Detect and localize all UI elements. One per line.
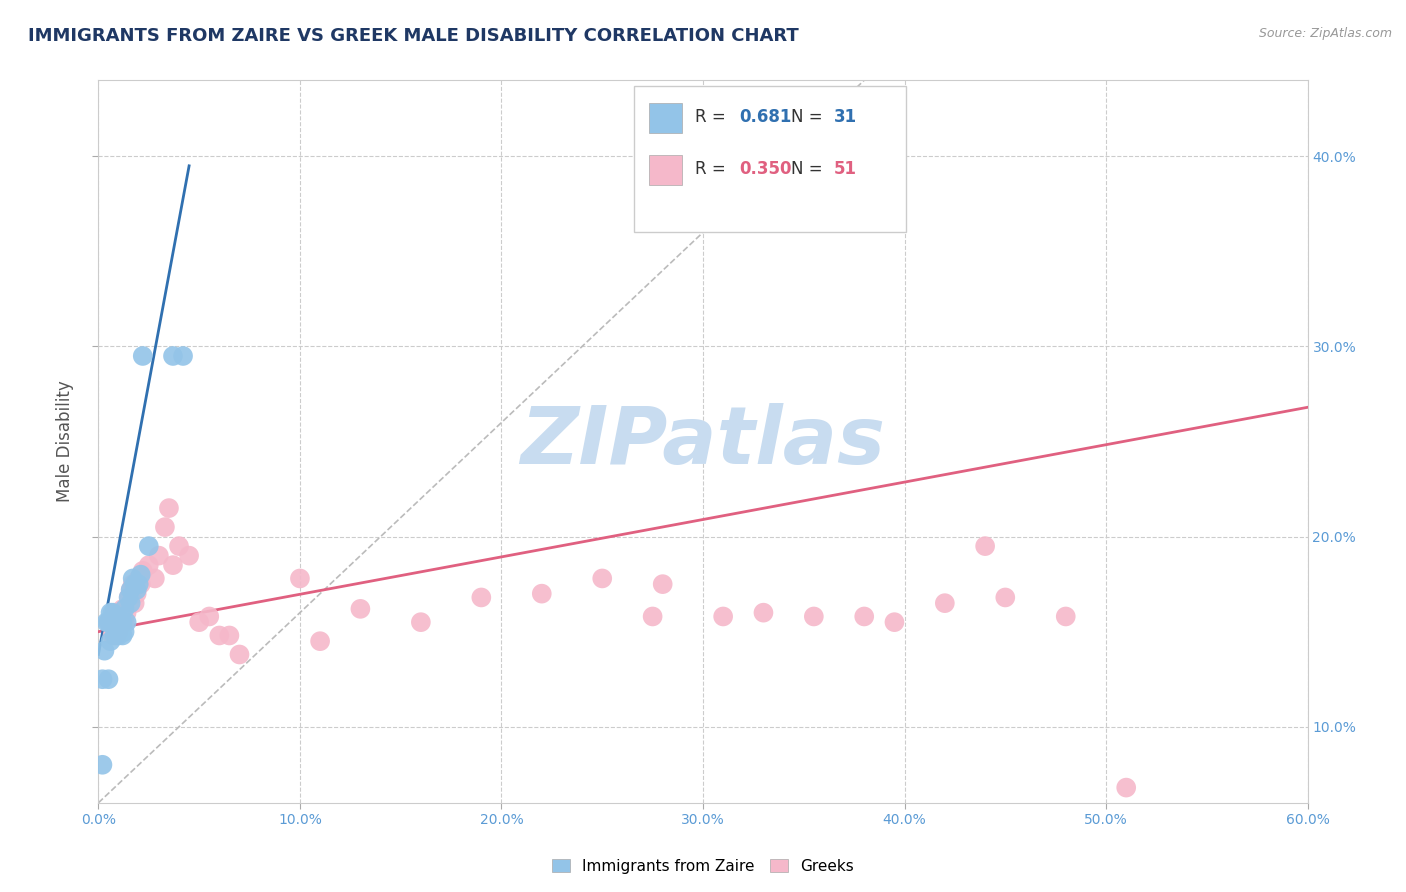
Point <box>179 549 201 563</box>
Point <box>114 602 136 616</box>
Text: IMMIGRANTS FROM ZAIRE VS GREEK MALE DISABILITY CORRELATION CHART: IMMIGRANTS FROM ZAIRE VS GREEK MALE DISA… <box>28 27 799 45</box>
Point <box>105 628 128 642</box>
Text: 51: 51 <box>834 161 856 178</box>
Text: R =: R = <box>695 108 731 126</box>
FancyBboxPatch shape <box>648 154 682 185</box>
Point <box>124 596 146 610</box>
Point <box>143 571 166 585</box>
Point <box>103 628 125 642</box>
Point <box>120 582 142 597</box>
Point <box>120 582 142 597</box>
FancyBboxPatch shape <box>648 103 682 133</box>
Point <box>96 615 118 630</box>
Point <box>309 634 332 648</box>
Point <box>115 606 138 620</box>
Text: Source: ZipAtlas.com: Source: ZipAtlas.com <box>1258 27 1392 40</box>
Point <box>873 130 896 145</box>
Point <box>91 672 114 686</box>
Point <box>124 577 146 591</box>
Point <box>120 596 142 610</box>
FancyBboxPatch shape <box>634 86 905 232</box>
Point <box>188 615 211 630</box>
Point <box>883 615 905 630</box>
Point <box>93 643 115 657</box>
Point <box>651 577 673 591</box>
Point <box>128 577 150 591</box>
Point <box>157 501 180 516</box>
Point <box>228 648 250 662</box>
Point <box>110 624 132 639</box>
Point <box>208 628 231 642</box>
Point <box>803 609 825 624</box>
Point <box>115 615 138 630</box>
Text: N =: N = <box>792 108 828 126</box>
Point <box>752 606 775 620</box>
Point <box>591 571 613 585</box>
Point <box>97 672 120 686</box>
Text: 0.350: 0.350 <box>740 161 792 178</box>
Point <box>107 628 129 642</box>
Point <box>125 582 148 597</box>
Text: N =: N = <box>792 161 828 178</box>
Point <box>129 567 152 582</box>
Point <box>162 558 184 573</box>
Point <box>111 602 134 616</box>
Text: ZIPatlas: ZIPatlas <box>520 402 886 481</box>
Point <box>97 615 120 630</box>
Point <box>994 591 1017 605</box>
Text: 31: 31 <box>834 108 856 126</box>
Point <box>97 615 120 630</box>
Point <box>138 558 160 573</box>
Point <box>100 634 122 648</box>
Point <box>218 628 240 642</box>
Point <box>1054 609 1077 624</box>
Point <box>853 609 876 624</box>
Point <box>172 349 194 363</box>
Point <box>288 571 311 585</box>
Point <box>530 587 553 601</box>
Point <box>100 606 122 620</box>
Point <box>198 609 221 624</box>
Point <box>934 596 956 610</box>
Point <box>101 606 124 620</box>
Point <box>114 624 136 639</box>
Point <box>1115 780 1137 795</box>
Text: R =: R = <box>695 161 731 178</box>
Point <box>105 615 128 630</box>
Point <box>349 602 371 616</box>
Point <box>91 757 114 772</box>
Point <box>121 571 143 585</box>
Text: 0.681: 0.681 <box>740 108 792 126</box>
Point <box>111 615 134 630</box>
Point <box>107 609 129 624</box>
Point <box>101 628 124 642</box>
Point <box>641 609 664 624</box>
Point <box>132 564 155 578</box>
Point <box>132 349 155 363</box>
Point <box>129 577 152 591</box>
Point <box>138 539 160 553</box>
Point <box>148 549 170 563</box>
Point <box>711 609 734 624</box>
Point <box>128 571 150 585</box>
Point <box>121 577 143 591</box>
Point <box>470 591 492 605</box>
Point <box>110 615 132 630</box>
Point <box>974 539 997 553</box>
Point <box>153 520 176 534</box>
Point <box>100 615 122 630</box>
Point <box>103 606 125 620</box>
Point <box>111 628 134 642</box>
Point <box>162 349 184 363</box>
Y-axis label: Male Disability: Male Disability <box>56 381 75 502</box>
Point <box>125 587 148 601</box>
Point <box>167 539 190 553</box>
Legend: Immigrants from Zaire, Greeks: Immigrants from Zaire, Greeks <box>546 853 860 880</box>
Point <box>409 615 432 630</box>
Point <box>114 615 136 630</box>
Point <box>118 591 141 605</box>
Point <box>118 591 141 605</box>
Point <box>107 624 129 639</box>
